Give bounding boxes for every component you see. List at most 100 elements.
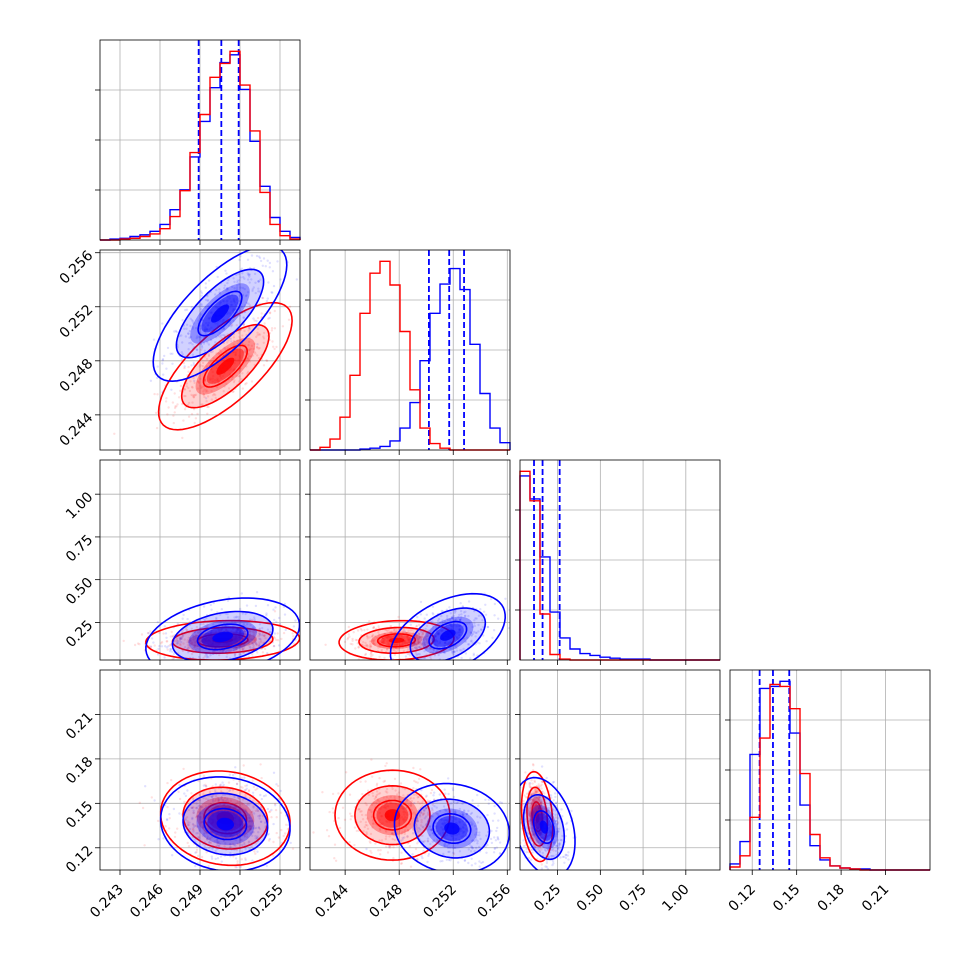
scatter-point	[251, 779, 254, 782]
scatter-point	[432, 811, 435, 815]
scatter-point	[534, 791, 538, 794]
scatter-point	[433, 664, 435, 666]
scatter-point	[156, 819, 160, 823]
scatter-point	[192, 809, 195, 812]
scatter-point	[414, 646, 417, 650]
scatter-point	[184, 667, 186, 669]
scatter-point	[413, 811, 416, 814]
histogram-series-red	[100, 50, 301, 241]
scatter-point	[248, 273, 251, 276]
gridlines	[730, 670, 930, 870]
scatter-point	[243, 789, 246, 792]
scatter-point	[418, 645, 421, 649]
scatter-point	[242, 323, 245, 327]
scatter-point	[183, 638, 186, 641]
scatter-point	[191, 817, 194, 821]
scatter-point	[257, 815, 260, 818]
x-tick-label: 0.244	[312, 881, 352, 921]
scatter-point	[200, 820, 204, 824]
scatter-point	[207, 353, 211, 356]
scatter-point	[353, 826, 357, 829]
scatter-point	[254, 352, 257, 355]
scatter-point	[184, 627, 187, 630]
scatter-point	[446, 876, 448, 878]
scatter-point	[267, 839, 271, 842]
scatter-point	[168, 827, 171, 830]
scatter-point	[222, 783, 225, 787]
scatter-point	[431, 803, 434, 806]
y-tick-label: 0.252	[57, 302, 97, 342]
scatter-point	[186, 820, 189, 823]
scatter-point	[527, 807, 530, 810]
scatter-point	[346, 636, 350, 640]
scatter-point	[429, 655, 432, 658]
scatter-point	[550, 796, 553, 799]
scatter-point	[474, 862, 477, 865]
scatter-point	[385, 648, 389, 651]
scatter-point	[378, 800, 381, 803]
scatter-point	[522, 839, 525, 842]
scatter-point	[207, 299, 210, 302]
scatter-point	[534, 845, 537, 848]
scatter-point	[544, 849, 548, 852]
scatter-point	[178, 783, 181, 787]
gridlines	[310, 670, 510, 870]
scatter-point	[171, 634, 174, 638]
scatter-point	[218, 292, 222, 295]
scatter-point	[474, 665, 476, 667]
scatter-point	[372, 626, 375, 629]
scatter-point	[181, 649, 185, 653]
tick-marks	[305, 299, 508, 455]
scatter-point	[168, 817, 171, 820]
scatter-point	[567, 851, 570, 854]
scatter-point	[464, 652, 468, 655]
scatter-point	[425, 613, 428, 616]
scatter-point	[238, 335, 241, 339]
scatter-point	[273, 309, 276, 313]
scatter-point	[200, 403, 203, 406]
scatter-point	[547, 806, 550, 810]
scatter-point	[254, 641, 257, 645]
scatter-point	[334, 859, 338, 862]
scatter-point	[214, 789, 217, 792]
scatter-point	[178, 637, 182, 641]
scatter-point	[170, 388, 173, 391]
scatter-point	[485, 640, 488, 643]
scatter-point	[265, 864, 268, 868]
scatter-point	[195, 336, 198, 340]
scatter-point	[189, 341, 193, 344]
tick-marks	[305, 714, 508, 875]
scatter-point	[363, 825, 366, 829]
scatter-point	[561, 815, 564, 818]
scatter-point	[546, 867, 550, 870]
scatter-point	[426, 813, 430, 817]
scatter-point	[557, 844, 560, 848]
scatter-point	[241, 802, 244, 806]
scatter-point	[429, 828, 433, 832]
scatter-point	[272, 644, 276, 648]
scatter-point	[436, 812, 439, 816]
scatter-point	[242, 647, 245, 651]
scatter-point	[227, 781, 231, 784]
scatter-point	[152, 338, 156, 341]
scatter-point	[185, 327, 188, 330]
scatter-point	[181, 319, 184, 322]
scatter-point	[190, 305, 193, 309]
scatter-point	[255, 643, 258, 646]
scatter-point	[419, 768, 422, 771]
scatter-point	[207, 655, 210, 659]
scatter-point	[520, 841, 522, 845]
scatter-point	[170, 648, 173, 651]
scatter-point	[528, 815, 531, 818]
scatter-point	[232, 277, 235, 280]
scatter-point	[555, 831, 558, 834]
scatter-point	[209, 338, 213, 342]
density-fill-blue	[212, 631, 233, 643]
scatter-point	[523, 794, 526, 797]
scatter-point	[508, 608, 510, 612]
scatter-point	[555, 835, 558, 838]
scatter-point	[413, 802, 416, 805]
scatter-point	[175, 637, 179, 640]
scatter-point	[275, 783, 278, 786]
scatter-point	[474, 631, 477, 634]
